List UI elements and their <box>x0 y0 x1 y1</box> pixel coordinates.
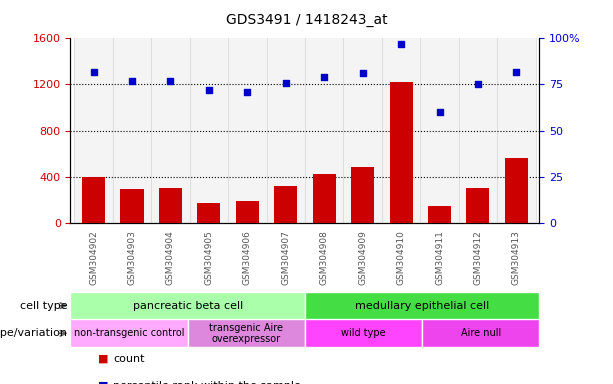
Bar <box>305 292 539 319</box>
Text: ■: ■ <box>98 381 109 384</box>
Point <box>473 81 483 88</box>
Bar <box>305 38 343 223</box>
Point <box>396 41 406 47</box>
Text: medullary epithelial cell: medullary epithelial cell <box>355 301 489 311</box>
Bar <box>151 38 189 223</box>
Text: count: count <box>113 354 145 364</box>
Bar <box>113 38 151 223</box>
Point <box>358 70 368 76</box>
Bar <box>82 177 105 223</box>
Bar <box>159 188 182 223</box>
Text: ■: ■ <box>98 354 109 364</box>
Bar <box>70 292 305 319</box>
Text: wild type: wild type <box>341 328 386 338</box>
Bar <box>421 38 459 223</box>
Text: transgenic Aire
overexpressor: transgenic Aire overexpressor <box>210 323 283 344</box>
Bar <box>188 319 305 347</box>
Bar <box>228 38 267 223</box>
Bar <box>197 203 221 223</box>
Bar <box>382 38 421 223</box>
Bar <box>313 174 336 223</box>
Bar <box>74 38 113 223</box>
Bar <box>267 38 305 223</box>
Bar <box>189 38 228 223</box>
Text: pancreatic beta cell: pancreatic beta cell <box>132 301 243 311</box>
Bar <box>497 38 536 223</box>
Text: Aire null: Aire null <box>461 328 501 338</box>
Text: cell type: cell type <box>20 301 67 311</box>
Bar <box>274 186 297 223</box>
Point <box>511 68 521 74</box>
Bar <box>236 201 259 223</box>
Point <box>281 79 291 86</box>
Bar <box>351 167 374 223</box>
Bar <box>70 319 188 347</box>
Bar <box>389 82 413 223</box>
Point <box>319 74 329 80</box>
Point <box>435 109 444 115</box>
Bar <box>343 38 382 223</box>
Bar <box>422 319 539 347</box>
Point <box>127 78 137 84</box>
Bar <box>428 206 451 223</box>
Text: percentile rank within the sample: percentile rank within the sample <box>113 381 301 384</box>
Bar <box>121 189 143 223</box>
Point <box>89 68 99 74</box>
Bar <box>505 158 528 223</box>
Text: GDS3491 / 1418243_at: GDS3491 / 1418243_at <box>226 13 387 27</box>
Bar <box>466 188 489 223</box>
Bar <box>459 38 497 223</box>
Point <box>242 89 252 95</box>
Point <box>204 87 214 93</box>
Text: non-transgenic control: non-transgenic control <box>74 328 185 338</box>
Text: genotype/variation: genotype/variation <box>0 328 67 338</box>
Bar <box>305 319 422 347</box>
Point <box>166 78 175 84</box>
